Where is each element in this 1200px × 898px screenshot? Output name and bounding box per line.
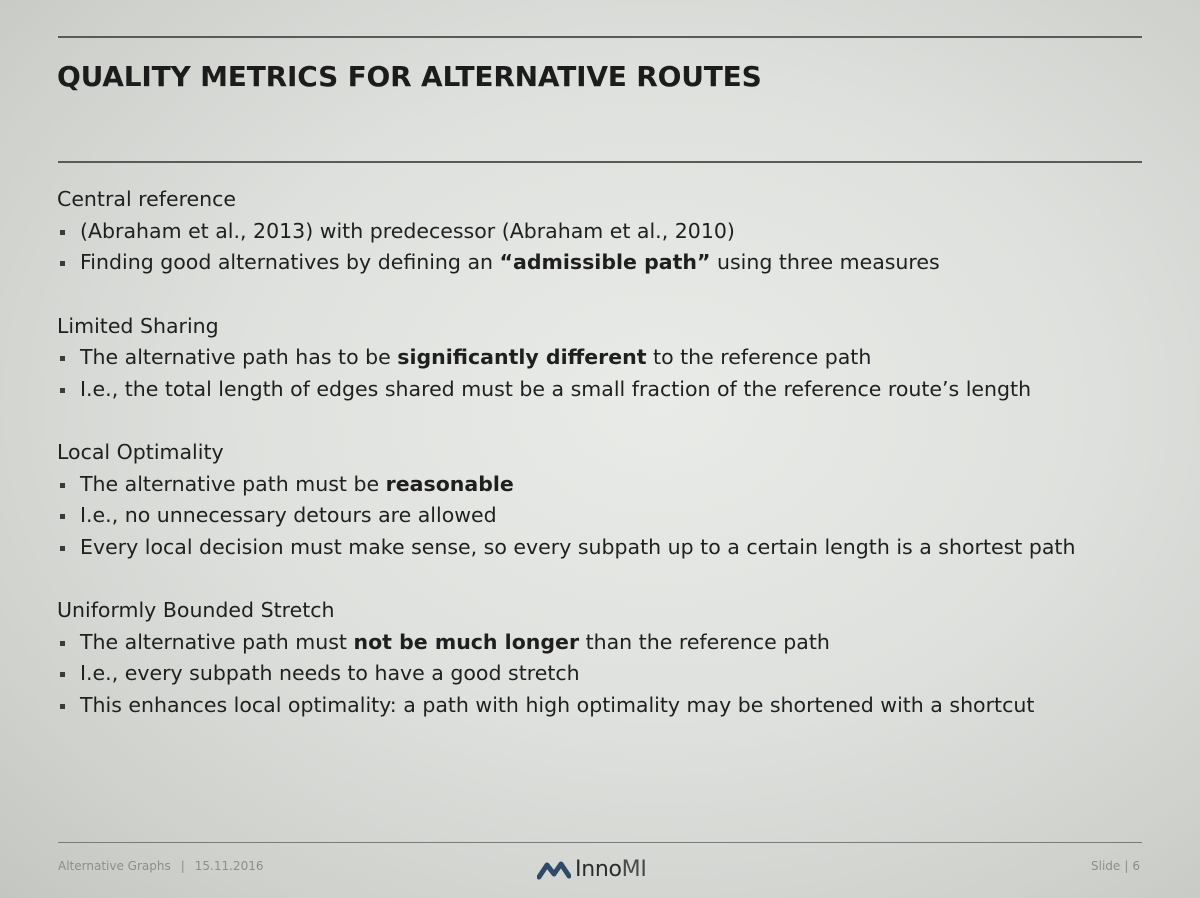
bullet-text: The alternative path must be bbox=[80, 471, 386, 496]
bullet-item: Every local decision must make sense, so… bbox=[57, 532, 1117, 564]
bullet-text: using three measures bbox=[710, 250, 940, 274]
top-rule bbox=[58, 36, 1142, 38]
bullet-item: This enhances local optimality: a path w… bbox=[57, 690, 1117, 722]
bullet-text: Every local decision must make sense, so… bbox=[80, 534, 1076, 559]
bullet-item: (Abraham et al., 2013) with predecessor … bbox=[57, 216, 1117, 248]
footer-presentation-name: Alternative Graphs bbox=[58, 859, 171, 873]
bullet-text: I.e., no unnecessary detours are allowed bbox=[80, 503, 497, 527]
bullet-text: The alternative path has to be bbox=[80, 345, 398, 369]
footer-rule bbox=[58, 842, 1142, 843]
innomi-logo-mark-icon bbox=[537, 861, 571, 879]
content-section: Central reference (Abraham et al., 2013) … bbox=[57, 184, 1117, 279]
slide-separator: | bbox=[1124, 859, 1129, 873]
logo-text-main: Inno bbox=[575, 857, 622, 882]
bullet-text: (Abraham et al., 2013) with predecessor … bbox=[80, 218, 735, 243]
bullet-text: I.e., every subpath needs to have a good… bbox=[80, 661, 580, 685]
content-section: Limited Sharing The alternative path has … bbox=[57, 311, 1117, 406]
bullet-emphasis: not be much longer bbox=[353, 629, 580, 654]
bullet-text: than the reference path bbox=[579, 629, 830, 654]
bullet-list: The alternative path must not be much lo… bbox=[57, 627, 1117, 722]
bullet-emphasis: reasonable bbox=[385, 471, 514, 496]
content-section: Uniformly Bounded Stretch The alternative… bbox=[57, 595, 1117, 721]
bullet-item: The alternative path must be reasonable bbox=[57, 469, 1117, 501]
logo-text: InnoMI bbox=[575, 857, 647, 882]
bullet-text: to the reference path bbox=[646, 345, 872, 369]
bullet-text: This enhances local optimality: a path w… bbox=[80, 692, 1035, 717]
bullet-text: Finding good alternatives by defining an bbox=[80, 250, 500, 274]
slide-label: Slide bbox=[1091, 859, 1121, 873]
footer-info: Alternative Graphs | 15.11.2016 bbox=[58, 859, 263, 873]
bullet-emphasis: “admissible path” bbox=[499, 250, 711, 274]
section-heading: Local Optimality bbox=[57, 440, 224, 464]
bullet-item: I.e., the total length of edges shared m… bbox=[57, 374, 1117, 406]
title-rule bbox=[58, 161, 1142, 163]
footer-separator: | bbox=[180, 859, 185, 873]
bullet-text: The alternative path must bbox=[80, 629, 354, 654]
footer-date: 15.11.2016 bbox=[194, 859, 264, 873]
content-section: Local Optimality The alternative path mus… bbox=[57, 437, 1117, 563]
section-heading: Uniformly Bounded Stretch bbox=[57, 598, 335, 622]
bullet-item: I.e., no unnecessary detours are allowed bbox=[57, 500, 1117, 532]
bullet-list: The alternative path must be reasonable I… bbox=[57, 469, 1117, 564]
bullet-text: I.e., the total length of edges shared m… bbox=[80, 376, 1032, 401]
bullet-item: I.e., every subpath needs to have a good… bbox=[57, 658, 1117, 690]
bullet-item: The alternative path has to be significa… bbox=[57, 342, 1117, 374]
bullet-list: (Abraham et al., 2013) with predecessor … bbox=[57, 216, 1117, 279]
section-heading: Limited Sharing bbox=[57, 313, 219, 338]
bullet-emphasis: significantly different bbox=[397, 345, 647, 369]
section-heading: Central reference bbox=[57, 187, 237, 211]
slide-number: 6 bbox=[1132, 859, 1140, 873]
bullet-item: Finding good alternatives by defining an… bbox=[57, 247, 1117, 279]
slide-title: QUALITY METRICS FOR ALTERNATIVE ROUTES bbox=[57, 60, 762, 93]
logo-text-accent: MI bbox=[621, 857, 647, 882]
bullet-item: The alternative path must not be much lo… bbox=[57, 627, 1117, 659]
innomi-logo: InnoMI bbox=[537, 857, 647, 882]
slide-number-block: Slide | 6 bbox=[1091, 859, 1140, 873]
bullet-list: The alternative path has to be significa… bbox=[57, 342, 1117, 405]
slide-body: Central reference (Abraham et al., 2013) … bbox=[57, 184, 1117, 721]
